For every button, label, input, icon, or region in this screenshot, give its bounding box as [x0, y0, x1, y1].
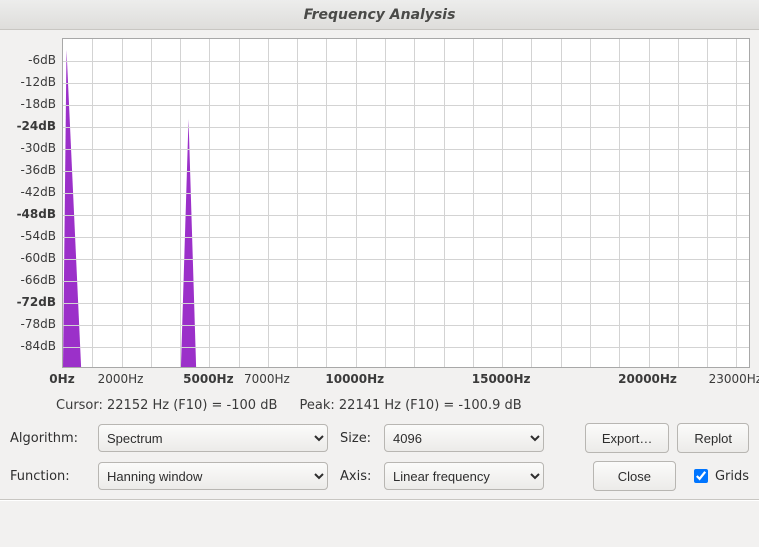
spectrum-plot: [63, 39, 749, 367]
y-tick-label: -78dB: [21, 317, 56, 331]
gridline-h: [63, 61, 749, 62]
y-tick-label: -30dB: [21, 141, 56, 155]
gridline-v: [414, 39, 415, 367]
grids-checkbox[interactable]: [694, 469, 708, 483]
grids-checkbox-wrap[interactable]: Grids: [690, 466, 749, 486]
gridline-h: [63, 347, 749, 348]
readout-row: Cursor: 22152 Hz (F10) = -100 dB Peak: 2…: [56, 398, 759, 413]
size-label: Size:: [340, 431, 376, 446]
axis-label: Axis:: [340, 469, 376, 484]
x-tick-label: 23000Hz: [709, 372, 759, 386]
window-titlebar: Frequency Analysis: [0, 0, 759, 30]
gridline-h: [63, 105, 749, 106]
gridline-v: [92, 39, 93, 367]
size-select[interactable]: 4096: [384, 424, 544, 452]
x-tick-label: 7000Hz: [244, 372, 290, 386]
gridline-v: [444, 39, 445, 367]
controls-panel: Algorithm: Spectrum Size: 4096 Export… R…: [0, 423, 759, 491]
bottom-divider: [0, 499, 759, 501]
gridline-v: [297, 39, 298, 367]
x-tick-label: 5000Hz: [183, 372, 233, 386]
gridline-v: [590, 39, 591, 367]
y-tick-label: -36dB: [21, 163, 56, 177]
spectrum-chart: -6dB -12dB -18dB -24dB -30dB -36dB -42dB -48dB -…: [8, 38, 751, 390]
x-tick-label: 15000Hz: [472, 372, 531, 386]
y-tick-label: -60dB: [21, 251, 56, 265]
axis-select[interactable]: Linear frequency: [384, 462, 544, 490]
x-axis: 0Hz2000Hz5000Hz7000Hz10000Hz15000Hz20000…: [62, 370, 750, 386]
y-tick-label: -66dB: [21, 273, 56, 287]
gridline-v: [151, 39, 152, 367]
y-tick-label: -48dB: [17, 207, 56, 221]
gridline-v: [356, 39, 357, 367]
gridline-v: [561, 39, 562, 367]
algorithm-select[interactable]: Spectrum: [98, 424, 328, 452]
function-select[interactable]: Hanning window: [98, 462, 328, 490]
y-axis: -6dB -12dB -18dB -24dB -30dB -36dB -42dB -48dB -…: [8, 38, 60, 368]
y-tick-label: -12dB: [21, 75, 56, 89]
y-tick-label: -6dB: [28, 53, 56, 67]
y-tick-label: -54dB: [21, 229, 56, 243]
gridline-v: [239, 39, 240, 367]
controls-row-1: Algorithm: Spectrum Size: 4096 Export… R…: [10, 423, 749, 453]
y-tick-label: -72dB: [17, 295, 56, 309]
gridline-h: [63, 281, 749, 282]
y-tick-label: -84dB: [21, 339, 56, 353]
x-tick-label: 20000Hz: [618, 372, 677, 386]
gridline-v: [268, 39, 269, 367]
algorithm-label: Algorithm:: [10, 431, 90, 446]
spectrum-peak: [181, 119, 196, 367]
y-tick-label: -18dB: [21, 97, 56, 111]
gridline-v: [180, 39, 181, 367]
peak-readout: Peak: 22141 Hz (F10) = -100.9 dB: [300, 398, 522, 413]
spectrum-peak: [63, 50, 81, 367]
export-button[interactable]: Export…: [585, 423, 670, 453]
window-title: Frequency Analysis: [304, 7, 456, 23]
gridline-v: [502, 39, 503, 367]
x-tick-label: 10000Hz: [325, 372, 384, 386]
controls-row-2: Function: Hanning window Axis: Linear fr…: [10, 461, 749, 491]
gridline-v: [736, 39, 737, 367]
gridline-h: [63, 193, 749, 194]
gridline-h: [63, 127, 749, 128]
gridline-v: [649, 39, 650, 367]
replot-button[interactable]: Replot: [677, 423, 749, 453]
gridline-h: [63, 303, 749, 304]
function-label: Function:: [10, 469, 90, 484]
close-button[interactable]: Close: [593, 461, 676, 491]
gridline-v: [122, 39, 123, 367]
gridline-h: [63, 171, 749, 172]
gridline-v: [707, 39, 708, 367]
gridline-h: [63, 237, 749, 238]
gridline-h: [63, 259, 749, 260]
gridline-v: [385, 39, 386, 367]
y-tick-label: -24dB: [17, 119, 56, 133]
gridline-v: [473, 39, 474, 367]
gridline-h: [63, 149, 749, 150]
gridline-v: [531, 39, 532, 367]
gridline-h: [63, 215, 749, 216]
gridline-h: [63, 325, 749, 326]
gridline-h: [63, 83, 749, 84]
y-tick-label: -42dB: [21, 185, 56, 199]
x-tick-label: 0Hz: [49, 372, 74, 386]
gridline-v: [678, 39, 679, 367]
x-tick-label: 2000Hz: [98, 372, 144, 386]
plot-area[interactable]: [62, 38, 750, 368]
gridline-v: [619, 39, 620, 367]
cursor-readout: Cursor: 22152 Hz (F10) = -100 dB: [56, 398, 277, 413]
gridline-v: [326, 39, 327, 367]
grids-label: Grids: [715, 469, 749, 484]
gridline-v: [209, 39, 210, 367]
